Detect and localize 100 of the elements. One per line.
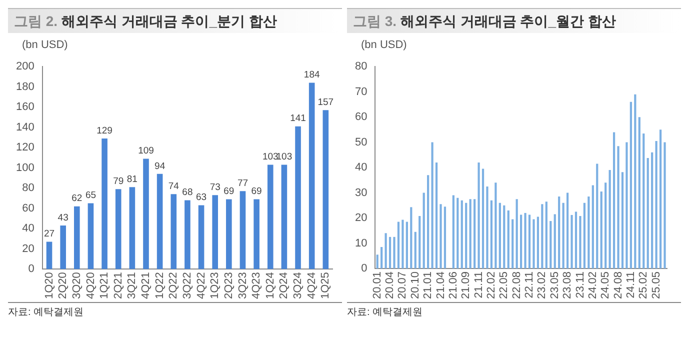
x-tick-label: 2Q21	[112, 272, 124, 300]
x-tick-label: 3Q20	[70, 272, 83, 300]
x-tick-label: 24.11	[624, 271, 637, 298]
chart-title: 그림 2. 해외주식 거래대금 추이_분기 합산	[8, 8, 342, 33]
bar	[156, 174, 163, 270]
bar	[646, 158, 649, 268]
bar	[642, 133, 645, 268]
x-tick-label: 1Q23	[209, 272, 222, 300]
x-tick-label: 3Q22	[181, 272, 194, 300]
data-label: 69	[251, 186, 262, 198]
bar	[588, 196, 590, 268]
bar	[102, 138, 108, 270]
data-label: 109	[138, 146, 154, 157]
bar	[212, 195, 218, 270]
bar	[460, 200, 463, 268]
data-label: 73	[210, 182, 220, 194]
bar	[143, 158, 149, 270]
bar	[482, 168, 484, 268]
bar	[638, 117, 640, 268]
x-tick-label: 4Q20	[84, 272, 97, 300]
data-label: 79	[113, 176, 124, 187]
x-tick-label: 24.05	[600, 271, 612, 300]
x-tick-label: 24.02	[586, 271, 599, 300]
bar	[418, 216, 421, 268]
y-tick-label: 60	[354, 111, 368, 124]
bar	[388, 236, 392, 268]
bar	[60, 226, 66, 270]
x-tick-label: 3Q23	[236, 272, 249, 300]
bar	[393, 236, 396, 268]
y-tick-label: 30	[354, 186, 368, 199]
data-label: 62	[72, 193, 82, 204]
bar	[532, 219, 535, 268]
bar	[465, 202, 468, 268]
bar	[541, 204, 544, 268]
bar	[583, 202, 586, 268]
bar	[74, 206, 80, 270]
x-tick-label: 4Q21	[140, 272, 152, 300]
x-tick-label: 2Q22	[168, 272, 180, 300]
x-tick-label: 23.02	[536, 271, 548, 300]
bar	[520, 214, 522, 268]
bar	[626, 142, 628, 268]
x-tick-label: 1Q22	[154, 272, 166, 300]
data-label: 43	[58, 212, 68, 224]
y-axis-title: (bn USD)	[360, 39, 408, 52]
bar	[659, 130, 662, 268]
x-tick-label: 21.06	[447, 271, 460, 300]
bar	[617, 146, 620, 268]
y-axis-title: (bn USD)	[21, 39, 69, 52]
y-tick-label: 20	[22, 242, 34, 255]
y-tick-label: 120	[16, 142, 34, 154]
bar	[516, 199, 518, 268]
bar	[478, 162, 480, 268]
bar	[281, 164, 288, 270]
data-label: 129	[96, 125, 112, 136]
bar	[503, 205, 506, 268]
bar	[115, 189, 122, 270]
bar	[435, 162, 438, 268]
bar	[129, 187, 136, 270]
bar	[490, 200, 493, 268]
data-label: 65	[85, 190, 96, 202]
bar	[380, 247, 383, 268]
bar	[651, 152, 654, 268]
x-tick-label: 23.08	[562, 271, 574, 300]
y-tick-label: 10	[354, 237, 368, 250]
bar	[604, 182, 607, 268]
bar	[498, 202, 501, 268]
bar	[634, 94, 636, 268]
bar	[655, 141, 658, 268]
x-tick-label: 24.08	[612, 271, 624, 300]
y-tick-label: 0	[28, 263, 34, 276]
bar	[528, 214, 531, 268]
x-tick-label: 3Q24	[292, 272, 304, 300]
bar	[308, 82, 315, 270]
x-tick-label: 20.07	[396, 271, 409, 300]
bar	[184, 200, 190, 270]
bar	[486, 186, 488, 268]
bar	[170, 194, 177, 270]
x-tick-label: 22.08	[510, 271, 523, 300]
data-label: 94	[154, 160, 166, 172]
x-tick-label: 2Q24	[278, 272, 290, 300]
x-tick-label: 4Q24	[306, 272, 318, 300]
bar	[444, 206, 446, 268]
bar	[536, 216, 540, 268]
data-label: 81	[126, 174, 138, 185]
data-label: 103	[276, 152, 292, 163]
chart-title: 그림 3. 해외주식 거래대금 추이_월간 합산	[347, 8, 681, 33]
y-tick-label: 100	[16, 162, 34, 174]
data-label: 157	[318, 97, 334, 108]
x-tick-label: 21.01	[422, 271, 434, 300]
x-tick-label: 21.04	[434, 271, 447, 300]
x-tick-label: 1Q25	[320, 272, 332, 300]
y-tick-label: 0	[361, 262, 368, 275]
y-tick-label: 60	[22, 202, 34, 214]
x-tick-label: 22.11	[524, 271, 536, 298]
x-tick-label: 20.04	[384, 271, 396, 300]
bar	[494, 182, 497, 268]
x-tick-label: 22.02	[486, 271, 498, 300]
data-label: 141	[290, 113, 306, 124]
bar	[664, 142, 666, 268]
x-tick-label: 21.11	[472, 271, 485, 298]
